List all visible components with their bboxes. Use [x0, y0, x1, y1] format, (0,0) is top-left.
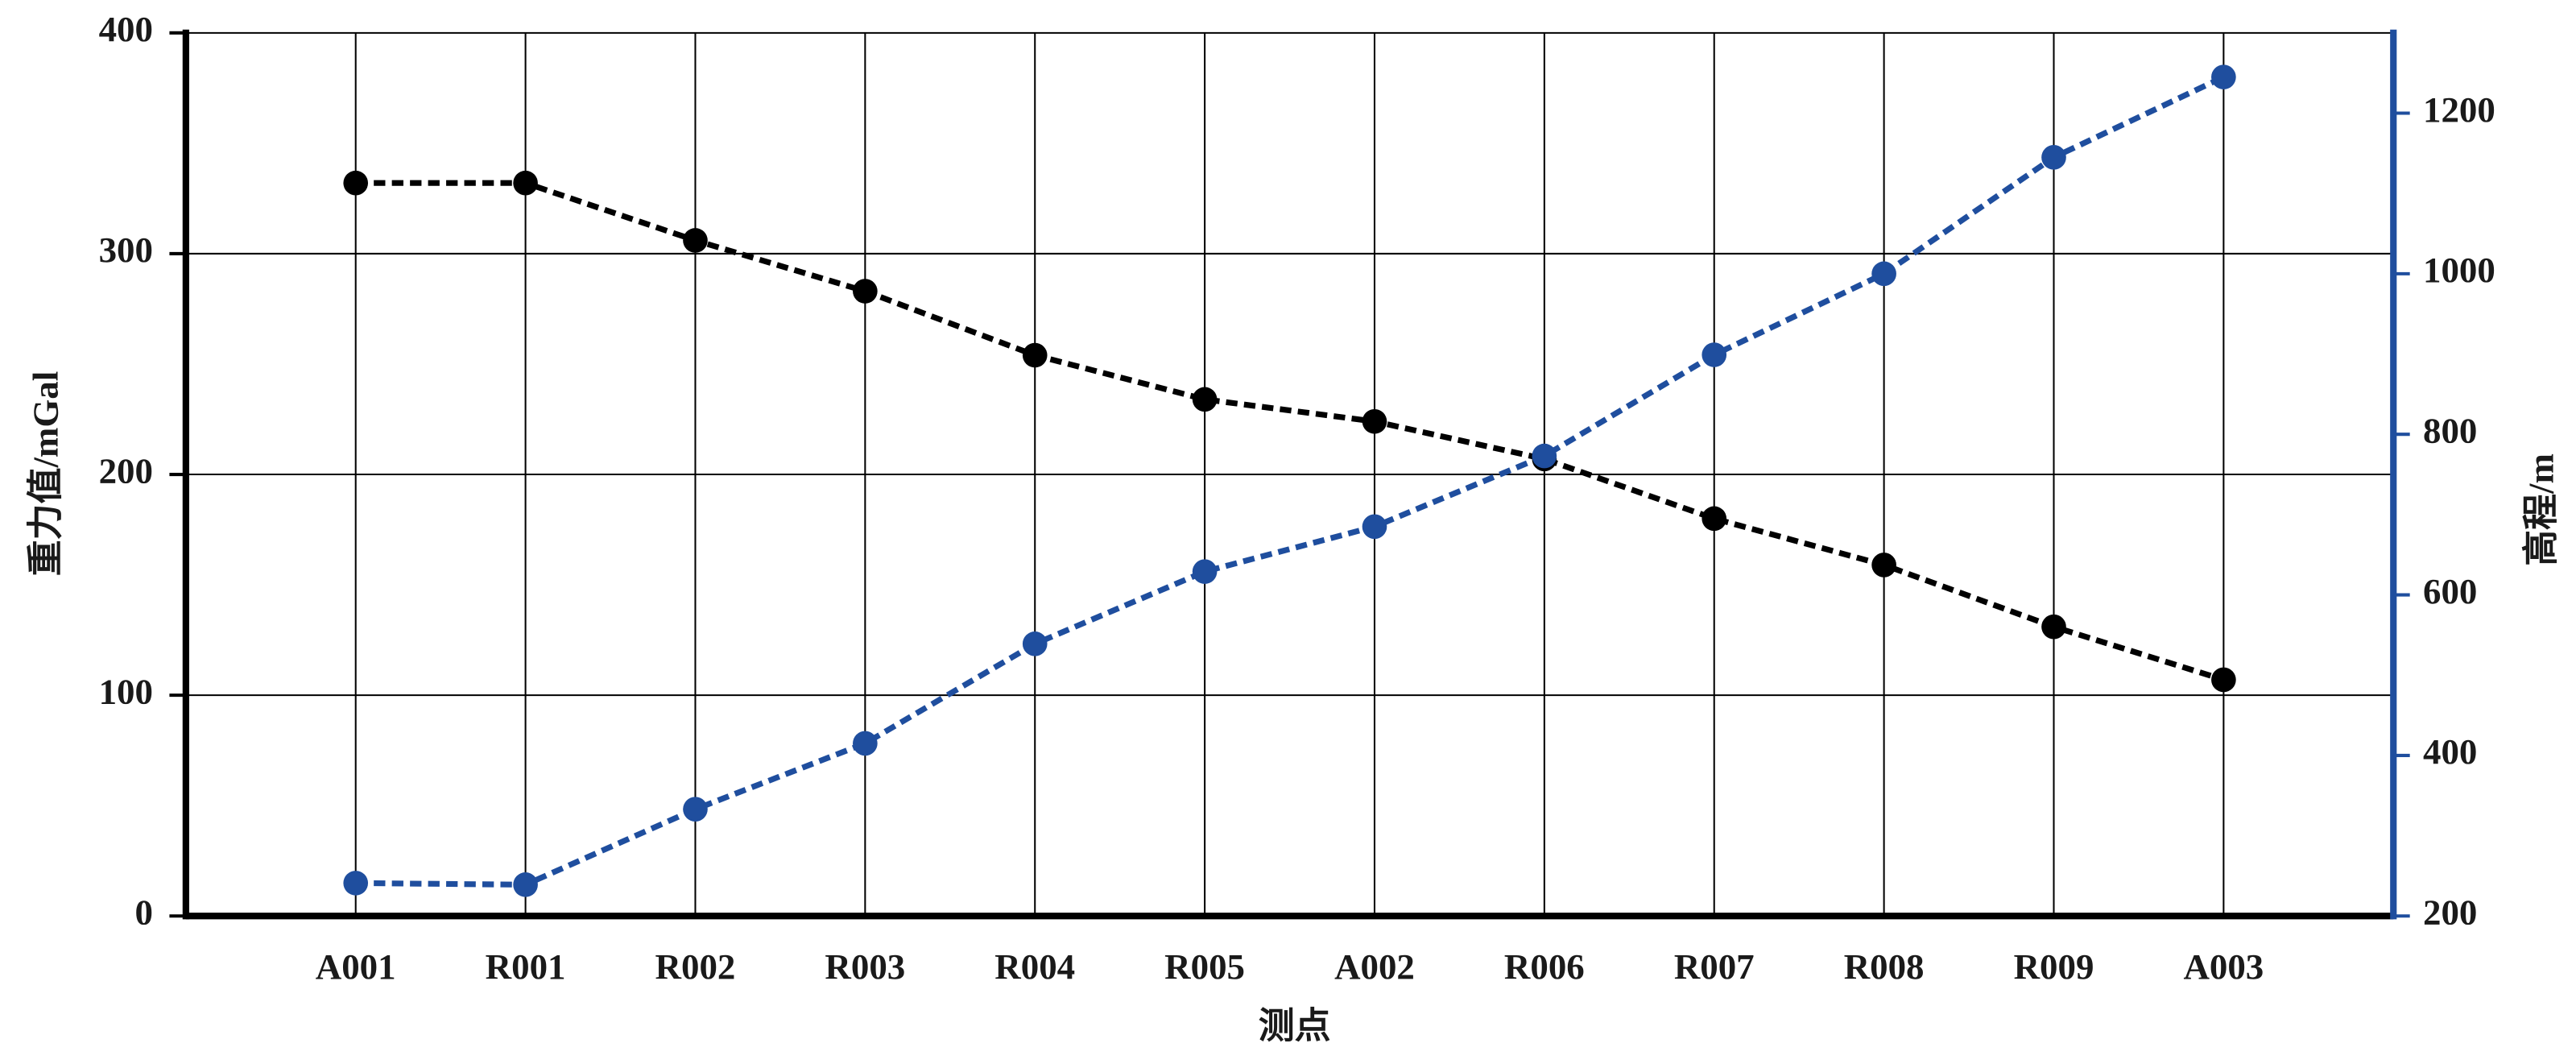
data-point	[1871, 261, 1896, 287]
data-point	[853, 731, 878, 756]
y-tick-label: 400	[99, 9, 153, 49]
data-point	[1362, 514, 1387, 540]
data-point	[2041, 145, 2066, 170]
x-tick-label: R005	[1164, 946, 1245, 987]
data-point	[1192, 387, 1218, 412]
y-tick-label: 0	[135, 892, 153, 933]
x-tick-label: A001	[316, 946, 396, 987]
x-tick-label: A003	[2183, 946, 2264, 987]
data-point	[1532, 443, 1557, 469]
series-line	[355, 180, 2225, 683]
x-tick-label: R009	[2014, 946, 2094, 987]
y2-axis-label: 高程/m	[2520, 453, 2561, 566]
x-tick-label: R007	[1674, 946, 1755, 987]
data-point	[683, 228, 708, 253]
data-point	[343, 170, 369, 196]
y-tick-label: 100	[99, 671, 153, 711]
x-tick-label: A002	[1334, 946, 1415, 987]
data-point	[1701, 506, 1727, 532]
y-tick-label: 300	[99, 230, 153, 270]
x-axis-label: 测点	[1259, 1005, 1331, 1045]
data-point	[1022, 342, 1048, 368]
y2-tick-label: 400	[2423, 731, 2477, 772]
y2-tick-label: 600	[2423, 571, 2477, 611]
data-point	[513, 170, 538, 196]
y2-tick-label: 1200	[2423, 89, 2495, 130]
x-tick-label: R004	[994, 946, 1075, 987]
data-point	[1192, 559, 1218, 584]
y2-tick-label: 200	[2423, 892, 2477, 933]
y-axis-label: 重力值/mGal	[26, 371, 66, 576]
data-point	[683, 797, 708, 822]
x-tick-label: R008	[1844, 946, 1925, 987]
y2-tick-label: 800	[2423, 411, 2477, 451]
x-tick-label: R006	[1504, 946, 1585, 987]
data-point	[1362, 408, 1387, 434]
y-tick-label: 200	[99, 450, 153, 491]
data-point	[1871, 553, 1896, 578]
data-point	[513, 872, 538, 897]
x-tick-label: R001	[486, 946, 566, 987]
x-tick-label: R003	[825, 946, 905, 987]
data-point	[1701, 342, 1727, 367]
data-point	[1022, 631, 1048, 656]
data-point	[853, 279, 878, 304]
series-line	[355, 74, 2225, 888]
data-point	[2041, 614, 2066, 640]
data-point	[2211, 64, 2236, 89]
x-tick-label: R002	[655, 946, 736, 987]
y2-tick-label: 1000	[2423, 250, 2495, 290]
data-point	[2211, 667, 2236, 693]
data-point	[343, 871, 369, 896]
